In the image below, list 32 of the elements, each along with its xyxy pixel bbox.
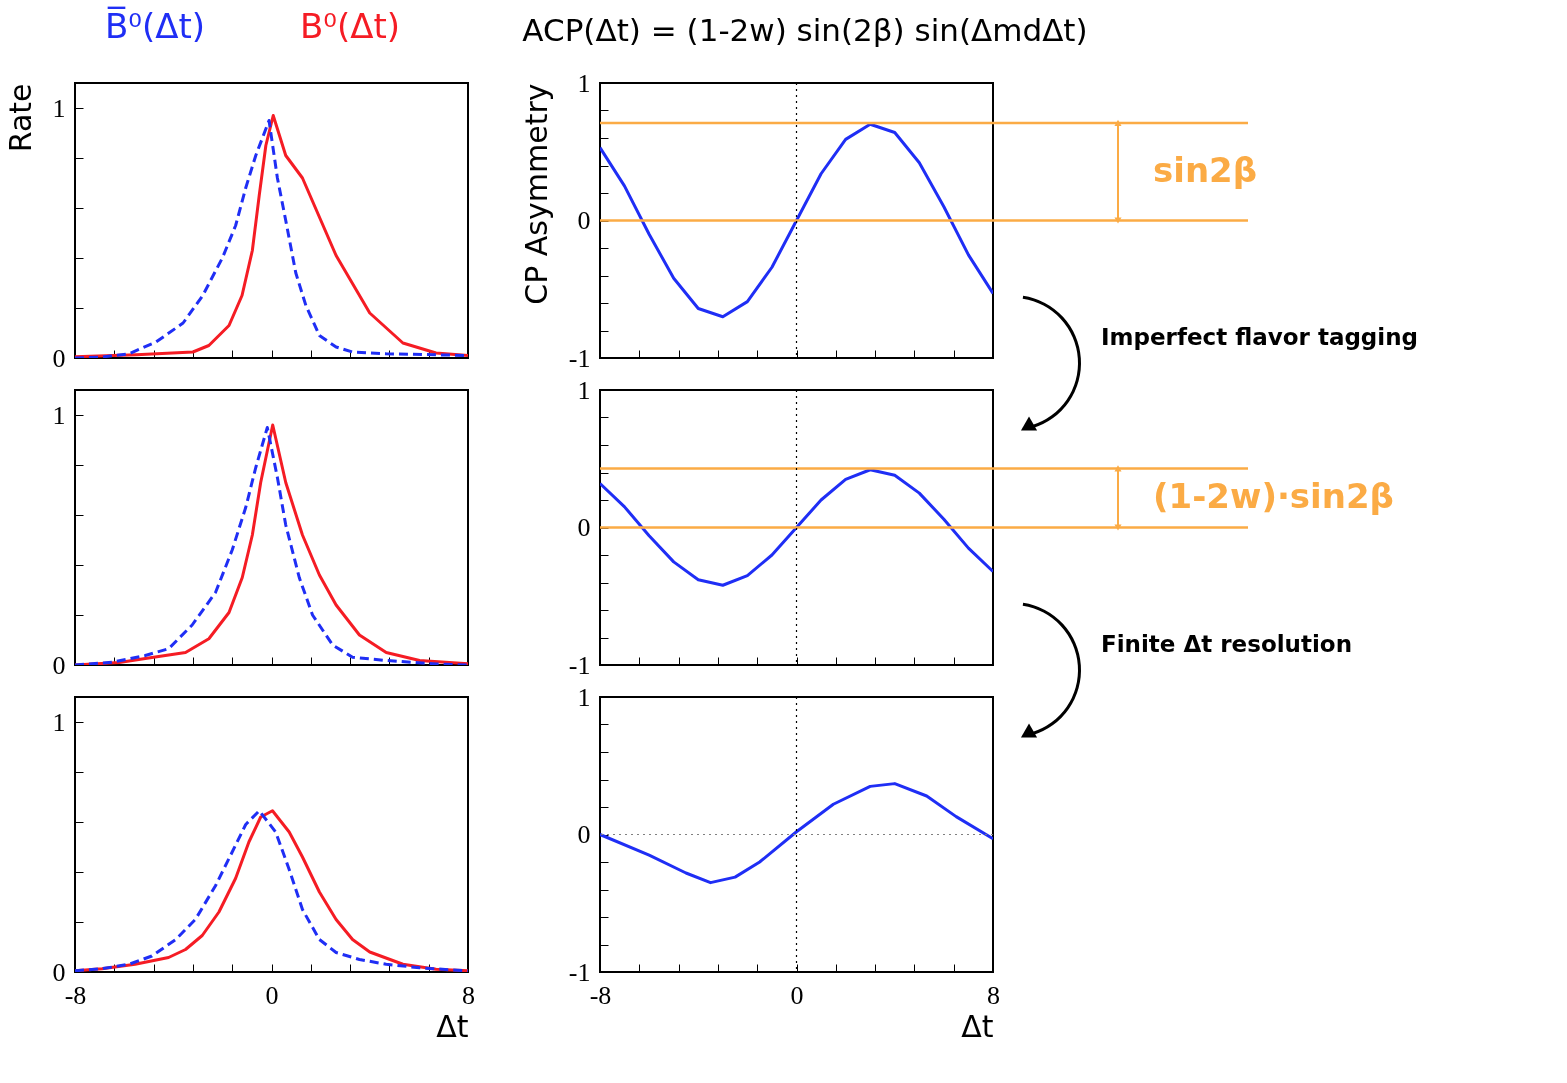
- x-tick-label: 8: [462, 980, 475, 1010]
- y-tick-label: 0: [52, 650, 66, 680]
- y-tick-label: -1: [568, 650, 591, 680]
- y-tick-label: 1: [52, 400, 66, 430]
- x-tick-label: -8: [64, 980, 87, 1010]
- y-tick-label: 1: [52, 93, 66, 123]
- y-axis-title: CP Asymmetry: [518, 83, 554, 305]
- y-tick-label: 1: [52, 707, 66, 737]
- text: Finite Δt resolution: [1101, 631, 1353, 657]
- y-tick-label: 1: [577, 682, 591, 712]
- y-tick-label: 0: [52, 957, 66, 987]
- y-tick-label: -1: [568, 957, 591, 987]
- text: sin2β: [1153, 149, 1258, 190]
- text: B⁰(Δt): [300, 6, 401, 46]
- x-tick-label: 0: [265, 980, 279, 1010]
- y-tick-label: 1: [577, 68, 591, 98]
- y-tick-label: 0: [577, 206, 591, 235]
- x-tick-label: 8: [987, 980, 1000, 1010]
- x-axis-title: Δt: [961, 1008, 994, 1044]
- text: Imperfect flavor tagging: [1101, 324, 1419, 350]
- y-tick-label: 1: [577, 375, 591, 405]
- x-tick-label: -8: [589, 980, 612, 1010]
- y-tick-label: -1: [568, 343, 591, 373]
- chart-title: ACP(Δt) = (1-2w) sin(2β) sin(ΔmdΔt): [522, 12, 1088, 48]
- text: B̅⁰(Δt): [105, 5, 206, 46]
- text: (1-2w)·sin2β: [1153, 475, 1394, 516]
- x-axis-title: Δt: [436, 1008, 469, 1044]
- y-axis-title: Rate: [2, 83, 38, 153]
- y-tick-label: 0: [577, 513, 591, 542]
- y-tick-label: 0: [577, 820, 591, 849]
- y-tick-label: 0: [52, 343, 66, 373]
- x-tick-label: 0: [790, 980, 804, 1010]
